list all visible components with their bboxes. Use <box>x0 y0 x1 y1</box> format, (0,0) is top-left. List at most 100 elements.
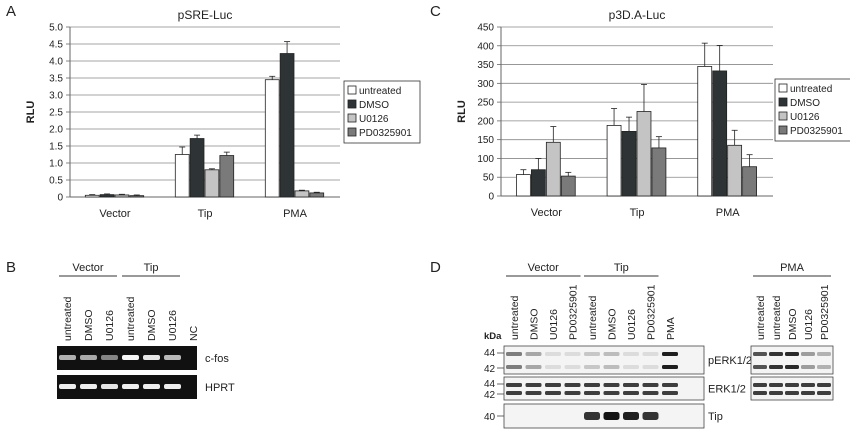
chart-a-bar <box>174 154 190 198</box>
gel-b-lane-label: DMSO <box>83 310 95 342</box>
blot-d-band <box>623 412 639 420</box>
blot-d-pma-band <box>785 391 799 395</box>
chart-a-legend-label: PD0325901 <box>359 128 412 139</box>
blot-d-pma-band <box>801 352 815 356</box>
chart-c-ytick-label: 150 <box>477 135 494 146</box>
chart-a-category-label: PMA <box>283 208 308 220</box>
blot-d-pma-band <box>801 383 815 387</box>
blot-d-row-label: pERK1/2 <box>708 355 752 367</box>
panel-label-c: C <box>430 3 441 20</box>
blot-d-strip <box>503 345 705 375</box>
chart-c-ytick-label: 250 <box>477 98 494 109</box>
chart-a-bar <box>99 194 115 198</box>
chart-a-ytick-label: 2.0 <box>49 125 63 136</box>
chart-c-category-label: Vector <box>531 207 563 219</box>
gel-b-band <box>122 384 139 389</box>
chart-c-legend-swatch <box>778 111 788 121</box>
chart-a-legend-swatch <box>347 85 357 95</box>
chart-a-bar <box>189 138 205 198</box>
chart-c-legend-swatch <box>778 97 788 107</box>
chart-c-title: p3D.A-Luc <box>609 8 666 22</box>
blot-d-band <box>564 383 581 387</box>
blot-d-pma-band <box>817 383 831 387</box>
blot-d-band <box>506 365 522 369</box>
blot-d-lane-label: PD0325901 <box>568 284 580 340</box>
blot-d-row-label: Tip <box>708 411 723 423</box>
blot-d-band <box>506 391 522 395</box>
chart-c-bar <box>560 175 576 197</box>
blot-d-band <box>525 383 542 387</box>
blot-d-pma-lane-label: PD0325901 <box>819 284 831 340</box>
chart-c-bar <box>742 166 757 197</box>
blot-d-band <box>584 365 600 369</box>
blot-d-pma-band <box>753 391 767 395</box>
blot-d-marker-label: 42 <box>484 390 496 401</box>
chart-a-ytick-label: 4.0 <box>49 57 63 68</box>
panel-label-a: A <box>6 3 16 20</box>
gel-b-band <box>164 384 181 389</box>
chart-c-bar <box>530 169 546 197</box>
blot-d-band <box>623 383 639 387</box>
blot-d-band <box>584 391 600 395</box>
blot-d-band <box>564 352 581 356</box>
western-blot-panel-d: Vector Tip PMA untreated DMSO U0126 PD0325901 u… <box>484 262 834 429</box>
chart-c-legend-label: DMSO <box>790 98 820 109</box>
blot-d-lane-label: U0126 <box>626 309 638 340</box>
blot-d-band <box>623 391 639 395</box>
chart-a-ylabel: RLU <box>25 101 37 124</box>
chart-c-bar <box>651 147 667 197</box>
chart-c-legend-label: U0126 <box>790 112 820 123</box>
legend-chart-c: untreated DMSO U0126 PD0325901 <box>774 78 850 142</box>
blot-d-lane-label: U0126 <box>548 309 560 340</box>
chart-a-legend-box <box>343 80 421 144</box>
blot-d-lane-label: DMSO <box>607 309 619 341</box>
chart-a-ytick-label: 0 <box>57 193 63 204</box>
blot-d-band <box>603 412 620 420</box>
chart-c-ytick-label: 450 <box>477 23 494 34</box>
chart-c-bar <box>545 141 561 197</box>
chart-a-category-label: Vector <box>99 208 131 220</box>
blot-d-pma-band <box>785 352 799 356</box>
blot-d-marker-label: 44 <box>484 348 496 359</box>
blot-d-band <box>584 412 600 420</box>
chart-c-bar <box>727 144 743 197</box>
blot-d-band <box>506 383 522 387</box>
blot-d-pma-band <box>753 352 767 356</box>
blot-d-band <box>545 352 561 356</box>
blot-d-band <box>545 365 561 369</box>
gel-b-band <box>101 355 118 360</box>
chart-a-bar <box>294 190 310 198</box>
blot-d-group-label: Tip <box>614 262 629 274</box>
blot-d-band <box>545 391 561 395</box>
gel-b-lane-label: untreated <box>125 296 137 341</box>
blot-d-pma-band <box>785 365 799 369</box>
gel-b-lane-label: NC <box>188 325 200 341</box>
blot-d-pma-band <box>801 365 815 369</box>
blot-d-pma-band <box>753 383 767 387</box>
chart-a-legend-label: U0126 <box>359 114 389 125</box>
chart-c-legend-label: PD0325901 <box>790 126 843 137</box>
gel-b-row-label: HPRT <box>205 382 235 394</box>
chart-a-bar <box>219 155 235 198</box>
blot-d-band <box>506 352 522 356</box>
blot-d-band <box>584 352 600 356</box>
chart-a-bar <box>264 79 280 198</box>
chart-c-category-label: PMA <box>716 207 741 219</box>
chart-a-bar <box>84 194 100 198</box>
blot-d-marker-label: 42 <box>484 364 496 375</box>
chart-c-ytick-label: 0 <box>488 192 494 203</box>
blot-d-pma-band <box>785 383 799 387</box>
blot-d-band <box>603 391 620 395</box>
chart-a-ytick-label: 3.5 <box>49 74 63 85</box>
blot-d-pma-band <box>769 391 783 395</box>
chart-c-bar <box>636 111 652 197</box>
blot-d-band <box>662 391 678 395</box>
chart-a-bar <box>279 53 295 198</box>
blot-d-band <box>564 365 581 369</box>
blot-d-band <box>564 391 581 395</box>
gel-panel-b: Vector Tip untreated DMSO U0126 untreated DMSO… <box>57 262 235 399</box>
chart-c-ytick-label: 200 <box>477 116 494 127</box>
gel-b-band <box>164 355 181 360</box>
chart-c-category-label: Tip <box>630 207 645 219</box>
blot-d-band <box>662 365 678 369</box>
